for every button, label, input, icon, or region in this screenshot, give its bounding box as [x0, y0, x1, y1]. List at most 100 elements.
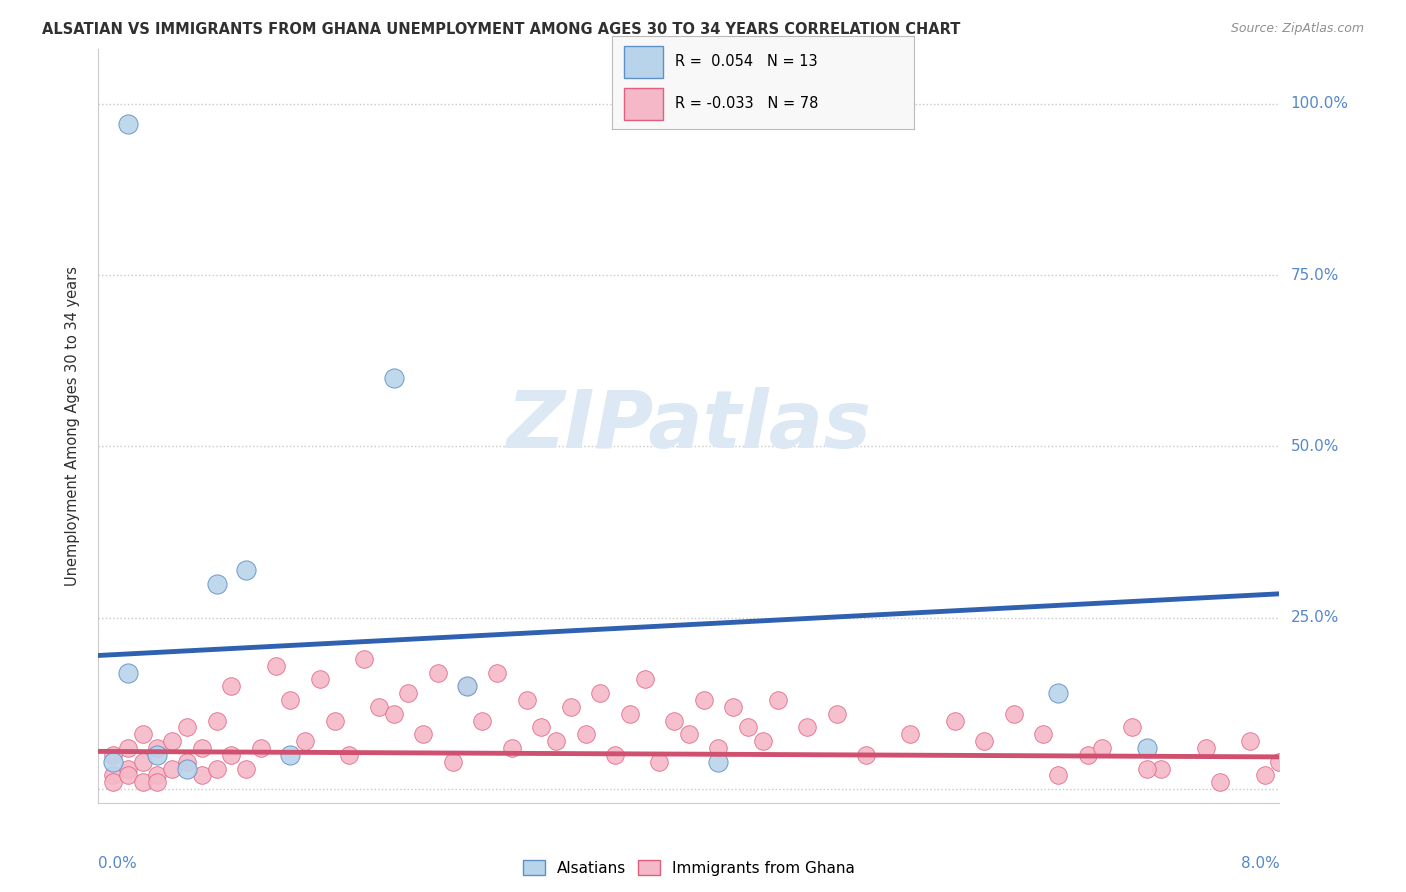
Point	[1209, 775, 1232, 789]
Text: 50.0%: 50.0%	[1291, 439, 1339, 454]
Legend: Alsatians, Immigrants from Ghana: Alsatians, Immigrants from Ghana	[517, 855, 860, 882]
Point	[707, 755, 730, 769]
Point	[382, 371, 405, 385]
Point	[1046, 686, 1069, 700]
Point	[693, 693, 716, 707]
Text: 8.0%: 8.0%	[1240, 855, 1279, 871]
Point	[132, 775, 155, 789]
Point	[132, 727, 155, 741]
Point	[1194, 741, 1216, 756]
Point	[560, 699, 582, 714]
Text: Source: ZipAtlas.com: Source: ZipAtlas.com	[1230, 22, 1364, 36]
Text: 25.0%: 25.0%	[1291, 610, 1339, 625]
Point	[1254, 768, 1277, 782]
Point	[264, 658, 287, 673]
Point	[308, 673, 332, 687]
Point	[117, 665, 139, 680]
Point	[515, 693, 537, 707]
Point	[456, 679, 478, 693]
Point	[721, 699, 744, 714]
Point	[485, 665, 508, 680]
Point	[117, 762, 139, 776]
Point	[191, 741, 214, 756]
Point	[530, 721, 553, 735]
Point	[103, 755, 124, 769]
FancyBboxPatch shape	[624, 88, 664, 120]
Point	[605, 747, 627, 762]
Point	[1239, 734, 1261, 748]
Point	[132, 755, 155, 769]
Y-axis label: Unemployment Among Ages 30 to 34 years: Unemployment Among Ages 30 to 34 years	[65, 266, 80, 586]
Point	[1032, 727, 1054, 741]
Point	[146, 747, 169, 762]
Point	[219, 747, 242, 762]
Point	[456, 679, 478, 693]
Point	[1091, 741, 1114, 756]
Text: R =  0.054   N = 13: R = 0.054 N = 13	[675, 54, 818, 70]
Point	[205, 762, 228, 776]
Point	[1002, 706, 1025, 721]
Point	[205, 576, 228, 591]
Point	[751, 734, 773, 748]
Point	[1268, 755, 1291, 769]
Point	[146, 741, 169, 756]
Point	[1135, 741, 1157, 756]
Point	[146, 768, 169, 782]
Point	[648, 755, 671, 769]
Point	[664, 714, 686, 728]
Point	[117, 768, 139, 782]
Point	[278, 693, 301, 707]
Point	[619, 706, 641, 721]
Point	[235, 563, 257, 577]
Point	[855, 747, 877, 762]
Point	[973, 734, 995, 748]
Point	[825, 706, 848, 721]
Point	[162, 762, 183, 776]
Point	[103, 775, 124, 789]
Point	[943, 714, 966, 728]
Point	[117, 118, 139, 132]
Point	[337, 747, 360, 762]
Point	[898, 727, 921, 741]
Point	[589, 686, 612, 700]
Point	[205, 714, 228, 728]
Point	[176, 755, 198, 769]
Point	[382, 706, 405, 721]
Point	[707, 741, 730, 756]
Point	[426, 665, 449, 680]
Text: 0.0%: 0.0%	[98, 855, 138, 871]
Text: ZIPatlas: ZIPatlas	[506, 387, 872, 465]
Point	[737, 721, 759, 735]
Point	[396, 686, 419, 700]
Point	[678, 727, 700, 741]
Point	[367, 699, 389, 714]
Point	[278, 747, 301, 762]
Point	[353, 652, 375, 666]
Point	[176, 762, 198, 776]
Point	[219, 679, 242, 693]
Point	[117, 741, 139, 756]
Point	[191, 768, 214, 782]
Point	[1077, 747, 1099, 762]
Point	[162, 734, 183, 748]
Point	[103, 768, 124, 782]
Point	[766, 693, 789, 707]
Point	[412, 727, 434, 741]
Point	[1046, 768, 1069, 782]
Point	[103, 747, 124, 762]
Point	[1150, 762, 1173, 776]
Point	[574, 727, 596, 741]
Point	[323, 714, 346, 728]
Text: 75.0%: 75.0%	[1291, 268, 1339, 283]
Point	[501, 741, 523, 756]
Point	[471, 714, 494, 728]
Point	[441, 755, 464, 769]
Point	[294, 734, 316, 748]
Point	[796, 721, 818, 735]
Point	[1135, 762, 1157, 776]
Point	[235, 762, 257, 776]
Point	[633, 673, 655, 687]
Point	[1121, 721, 1143, 735]
Text: R = -0.033   N = 78: R = -0.033 N = 78	[675, 95, 818, 111]
Point	[146, 775, 169, 789]
